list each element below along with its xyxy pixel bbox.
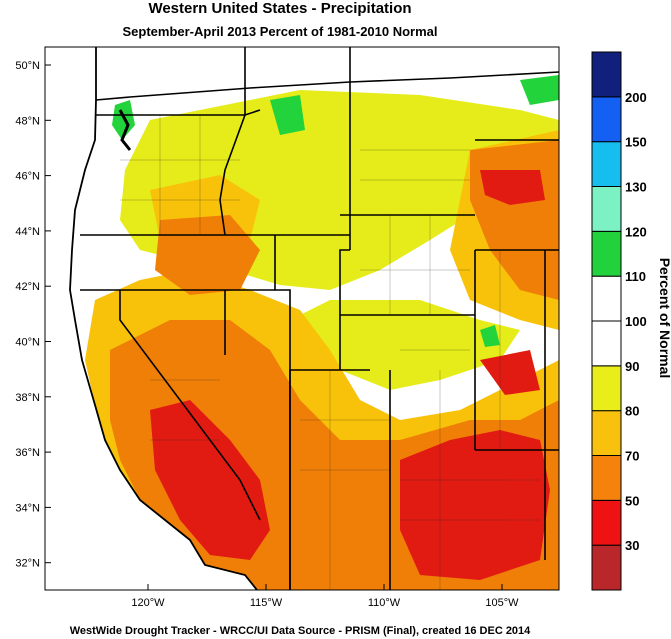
latitude-label: 44°N bbox=[15, 226, 40, 238]
colorbar: 200 150 130 120 110 100 90 80 70 50 30 bbox=[591, 51, 647, 591]
colorbar-swatch bbox=[591, 544, 622, 591]
colorbar-swatch bbox=[591, 499, 622, 546]
colorbar-swatch bbox=[591, 455, 622, 501]
longitude-label: 110°W bbox=[368, 597, 401, 609]
colorbar-label: 30 bbox=[625, 538, 639, 553]
colorbar-label: 70 bbox=[625, 449, 639, 464]
latitude-label: 46°N bbox=[15, 171, 40, 183]
colorbar-title: Percent of Normal bbox=[657, 258, 671, 379]
colorbar-label: 80 bbox=[625, 404, 639, 419]
colorbar-swatch bbox=[591, 410, 622, 456]
colorbar-label: 110 bbox=[625, 269, 646, 284]
state-boundaries bbox=[80, 47, 559, 590]
region-severe-dry-northeast bbox=[480, 170, 545, 205]
longitude-label: 105°W bbox=[485, 597, 519, 609]
colorbar-swatch bbox=[591, 96, 622, 143]
colorbar-swatch bbox=[591, 141, 622, 188]
colorbar-swatch bbox=[591, 365, 622, 412]
footer-credit: WestWide Drought Tracker - WRCC/UI Data … bbox=[69, 625, 531, 637]
canada-border bbox=[95, 71, 559, 101]
latitude-label: 34°N bbox=[15, 502, 40, 514]
colorbar-label: 100 bbox=[625, 314, 647, 329]
coastline bbox=[69, 47, 258, 590]
latitude-label: 38°N bbox=[15, 392, 40, 404]
colorbar-swatch bbox=[591, 186, 622, 232]
latitude-label: 32°N bbox=[15, 558, 40, 570]
region-wet-cascades bbox=[112, 100, 135, 140]
colorbar-label: 90 bbox=[625, 359, 639, 374]
map-subtitle: September-April 2013 Percent of 1981-201… bbox=[122, 24, 438, 39]
latitude-axis: 50°N 48°N 46°N 44°N 42°N 40°N 38°N 36°N 34°N 32°N bbox=[15, 60, 51, 570]
region-slightly-below-2 bbox=[290, 300, 520, 390]
puget-sound bbox=[118, 109, 132, 151]
county-boundaries bbox=[120, 115, 540, 590]
region-wet-northeast bbox=[520, 75, 559, 105]
colorbar-label: 200 bbox=[625, 90, 647, 105]
region-wet-montana bbox=[270, 95, 305, 135]
longitude-label: 120°W bbox=[131, 597, 165, 609]
longitude-axis: 120°W 115°W 110°W 105°W bbox=[131, 584, 519, 609]
longitude-label: 115°W bbox=[250, 597, 283, 609]
map-title: Western United States - Precipitation bbox=[148, 0, 412, 17]
colorbar-swatch bbox=[591, 275, 622, 322]
colorbar-swatch bbox=[591, 51, 622, 98]
region-wet-colorado bbox=[480, 325, 500, 347]
colorbar-label: 120 bbox=[625, 224, 647, 239]
colorbar-label: 130 bbox=[625, 180, 647, 195]
region-severe-dry-east bbox=[480, 350, 540, 395]
map-frame bbox=[44, 46, 560, 591]
latitude-label: 42°N bbox=[15, 281, 40, 293]
colorbar-swatch bbox=[591, 320, 622, 367]
colorbar-label: 50 bbox=[625, 493, 639, 508]
latitude-label: 50°N bbox=[15, 60, 40, 72]
latitude-label: 40°N bbox=[15, 337, 40, 349]
latitude-label: 36°N bbox=[15, 447, 40, 459]
colorbar-swatch bbox=[591, 230, 622, 277]
colorbar-label: 150 bbox=[625, 135, 647, 150]
region-severe-dry-southwest bbox=[400, 430, 550, 580]
latitude-label: 48°N bbox=[15, 115, 40, 127]
map-area bbox=[45, 47, 559, 590]
